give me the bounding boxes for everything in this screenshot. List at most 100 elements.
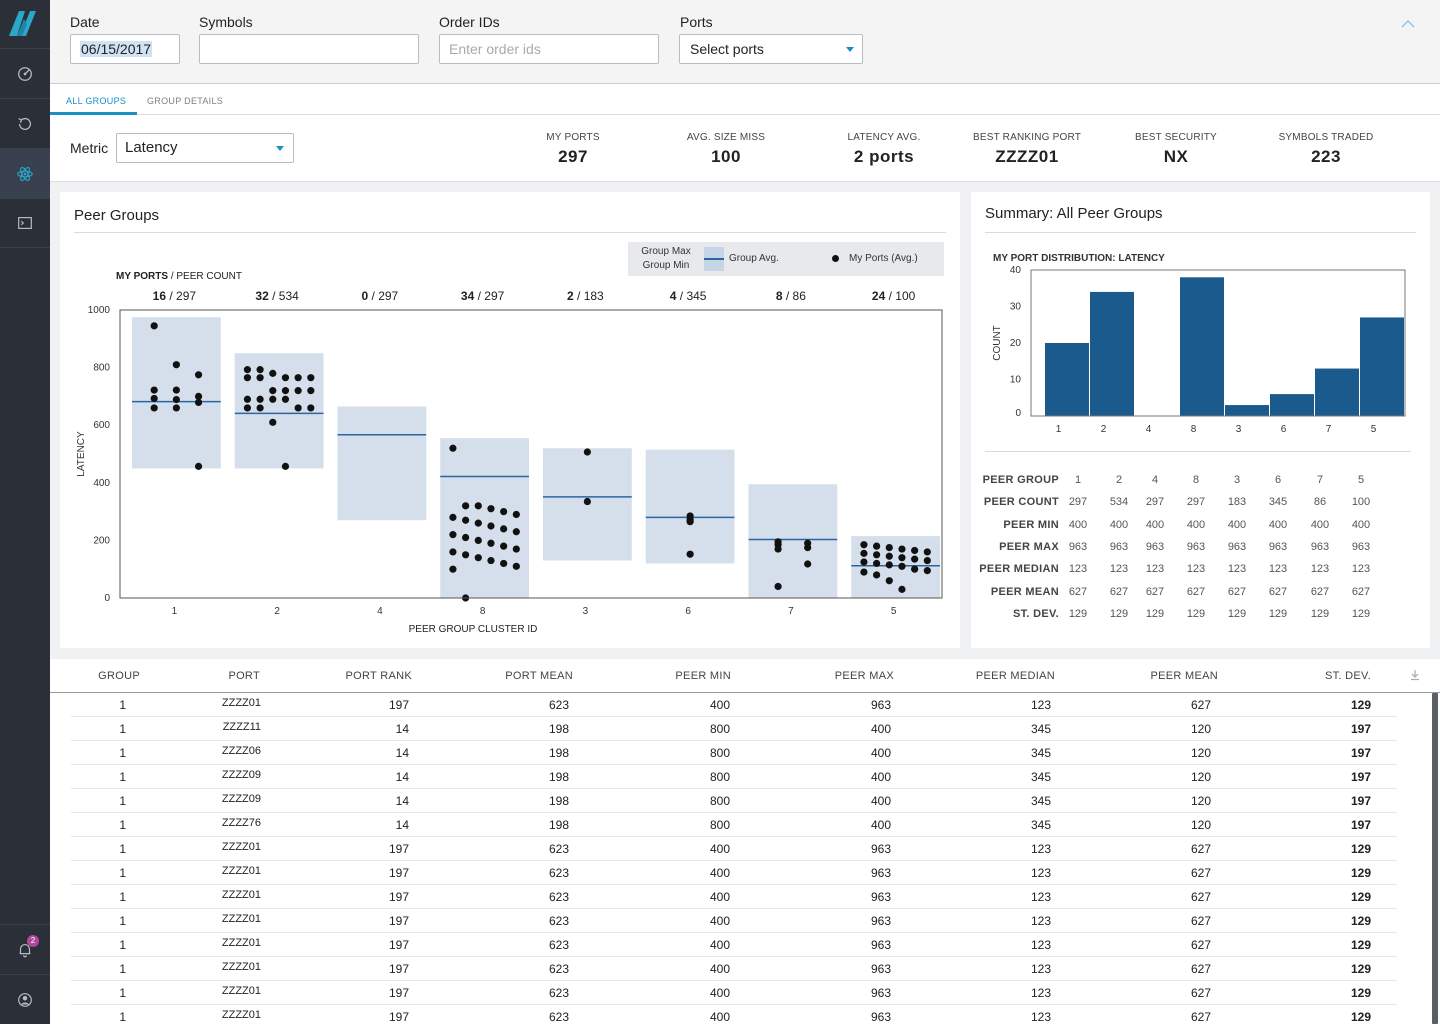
table-row[interactable]: 1 ZZZZ01 197 623 400 963 123 627 129 xyxy=(71,981,1397,1005)
app-logo[interactable] xyxy=(0,0,50,48)
sidebar-item-terminal[interactable] xyxy=(0,198,50,248)
table-row[interactable]: 1 ZZZZ01 197 623 400 963 123 627 129 xyxy=(71,693,1397,717)
my-ports-count: 8 xyxy=(776,289,783,303)
stats-cell: 400 xyxy=(1227,518,1247,531)
stats-row-label: PEER GROUP xyxy=(982,474,1059,486)
date-value: 06/15/2017 xyxy=(80,41,153,57)
column-header[interactable]: PORT xyxy=(228,670,260,682)
kpi-best-ranking-port: BEST RANKING PORT ZZZZ01 xyxy=(947,132,1107,167)
table-row[interactable]: 1 ZZZZ01 197 623 400 963 123 627 129 xyxy=(71,909,1397,933)
column-header[interactable]: ST. DEV. xyxy=(1324,670,1371,682)
port-point xyxy=(860,549,868,557)
table-row[interactable]: 1 ZZZZ09 14 198 800 400 345 120 197 xyxy=(71,789,1397,813)
stats-cell: 400 xyxy=(1351,518,1371,531)
table-cell: 120 xyxy=(1190,794,1211,808)
sidebar: 2 xyxy=(0,0,50,1024)
stats-row-label: PEER COUNT xyxy=(983,496,1059,509)
column-header[interactable]: PORT MEAN xyxy=(505,670,573,682)
table-cell: 345 xyxy=(1030,722,1051,736)
kpi-symbols-traded: SYMBOLS TRADED 223 xyxy=(1246,132,1406,167)
port-point xyxy=(898,562,906,570)
metric-select[interactable]: Latency xyxy=(116,133,294,163)
table-cell: 345 xyxy=(1030,794,1051,808)
table-row[interactable]: 1 ZZZZ06 14 198 800 400 345 120 197 xyxy=(71,741,1397,765)
table-cell: 963 xyxy=(870,1010,891,1024)
stats-cell: 627 xyxy=(1268,585,1288,598)
date-input[interactable]: 06/15/2017 xyxy=(70,34,180,64)
table-cell: 197 xyxy=(388,1010,409,1024)
distribution-bar xyxy=(1045,343,1089,416)
group-range-band xyxy=(645,449,735,564)
table-row[interactable]: 1 ZZZZ01 197 623 400 963 123 627 129 xyxy=(71,885,1397,909)
kpi-label: BEST RANKING PORT xyxy=(972,132,1082,143)
table-row[interactable]: 1 ZZZZ01 197 623 400 963 123 627 129 xyxy=(71,861,1397,885)
download-icon[interactable] xyxy=(1409,669,1421,681)
port-point xyxy=(500,508,508,516)
table-cell: 800 xyxy=(709,770,730,784)
symbols-input[interactable] xyxy=(199,34,419,64)
port-point xyxy=(583,497,591,506)
stats-cell: 123 xyxy=(1145,563,1165,576)
table-row[interactable]: 1 ZZZZ09 14 198 800 400 345 120 197 xyxy=(71,765,1397,789)
port-point xyxy=(923,556,931,565)
port-point xyxy=(898,585,906,593)
column-header[interactable]: PEER MEDIAN xyxy=(975,670,1055,682)
table-cell: 197 xyxy=(1350,722,1371,736)
y-tick-label: 30 xyxy=(1010,302,1022,313)
table-cell: 14 xyxy=(395,722,409,736)
table-row[interactable]: 1 ZZZZ76 14 198 800 400 345 120 197 xyxy=(71,813,1397,837)
sidebar-item-history[interactable] xyxy=(0,98,50,148)
stats-cell: 627 xyxy=(1310,585,1330,598)
port-point xyxy=(281,462,290,470)
column-header[interactable]: PEER MIN xyxy=(675,670,731,682)
table-cell: 197 xyxy=(1350,746,1371,760)
stats-cell: 400 xyxy=(1310,518,1330,531)
divider xyxy=(74,232,946,233)
my-ports-count: 0 xyxy=(362,289,369,303)
tab-all-groups[interactable]: ALL GROUPS xyxy=(66,96,127,106)
table-cell: 627 xyxy=(1190,698,1211,712)
column-header[interactable]: PEER MEAN xyxy=(1150,670,1218,682)
port-point xyxy=(307,374,315,382)
table-cell: ZZZZ01 xyxy=(221,913,261,925)
column-header[interactable]: PORT RANK xyxy=(345,670,412,682)
stats-cell: 297 xyxy=(1186,496,1206,509)
port-point xyxy=(885,544,893,552)
table-cell: 197 xyxy=(1350,770,1371,784)
table-row[interactable]: 1 ZZZZ01 197 623 400 963 123 627 129 xyxy=(71,1005,1397,1024)
table-row[interactable]: 1 ZZZZ11 14 198 800 400 345 120 197 xyxy=(71,717,1397,741)
order-ids-input[interactable] xyxy=(439,34,659,64)
table-cell: 197 xyxy=(388,986,409,1000)
table-cell: 400 xyxy=(709,890,730,904)
scrollbar-thumb[interactable] xyxy=(1432,693,1438,1024)
group-count-label: 2 / 183 xyxy=(567,289,604,303)
stats-cell: 963 xyxy=(1145,540,1165,553)
port-point xyxy=(885,561,893,569)
table-row[interactable]: 1 ZZZZ01 197 623 400 963 123 627 129 xyxy=(71,957,1397,981)
tab-group-details[interactable]: GROUP DETAILS xyxy=(147,96,224,106)
column-header[interactable]: PEER MAX xyxy=(834,670,894,682)
sidebar-item-atom[interactable] xyxy=(0,148,50,198)
peer-groups-title: Peer Groups xyxy=(74,207,160,224)
stats-cell: 129 xyxy=(1227,607,1247,620)
stats-cell: 963 xyxy=(1268,540,1288,553)
port-point xyxy=(294,387,302,395)
notifications-button[interactable]: 2 xyxy=(0,924,50,974)
kpi-value: ZZZZ01 xyxy=(995,147,1059,166)
port-point xyxy=(307,404,315,412)
collapse-filters-icon[interactable] xyxy=(1400,16,1416,32)
x-tick-label: 3 xyxy=(583,606,589,617)
column-header[interactable]: GROUP xyxy=(98,670,140,682)
port-point xyxy=(474,502,482,510)
table-row[interactable]: 1 ZZZZ01 197 623 400 963 123 627 129 xyxy=(71,837,1397,861)
table-cell: 123 xyxy=(1030,866,1051,880)
distribution-bar xyxy=(1180,277,1224,416)
port-point xyxy=(256,395,264,403)
plot-frame xyxy=(119,309,943,599)
user-menu-button[interactable] xyxy=(0,974,50,1024)
ports-table: GROUP PORT PORT RANK PORT MEAN PEER MIN PEER … xyxy=(50,659,1440,1024)
table-row[interactable]: 1 ZZZZ01 197 623 400 963 123 627 129 xyxy=(71,933,1397,957)
sidebar-item-gauge[interactable] xyxy=(0,48,50,98)
table-scrollbar[interactable] xyxy=(1432,693,1438,1024)
ports-select[interactable]: Select ports xyxy=(679,34,863,64)
